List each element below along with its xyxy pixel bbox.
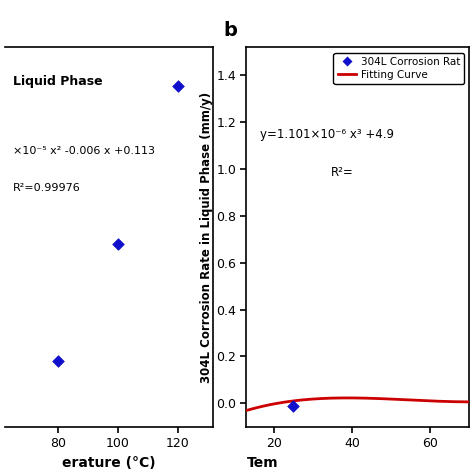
Point [114, 240, 122, 248]
Point [174, 82, 182, 90]
Text: b: b [223, 21, 237, 40]
X-axis label: erature (°C): erature (°C) [62, 456, 156, 470]
Legend: 304L Corrosion Rat, Fitting Curve: 304L Corrosion Rat, Fitting Curve [333, 53, 464, 84]
Point [55, 357, 62, 365]
Text: R²=: R²= [331, 166, 354, 179]
Text: ×10⁻⁵ x² -0.006 x +0.113: ×10⁻⁵ x² -0.006 x +0.113 [13, 146, 155, 155]
Point [290, 402, 297, 410]
Text: Liquid Phase: Liquid Phase [13, 75, 103, 88]
X-axis label: Tem: Tem [246, 456, 278, 470]
Text: y=1.101×10⁻⁶ x³ +4.9: y=1.101×10⁻⁶ x³ +4.9 [260, 128, 394, 141]
Y-axis label: 304L Corrosion Rate in Liquid Phase (mm/y): 304L Corrosion Rate in Liquid Phase (mm/… [201, 91, 213, 383]
Text: R²=0.99976: R²=0.99976 [13, 183, 81, 193]
